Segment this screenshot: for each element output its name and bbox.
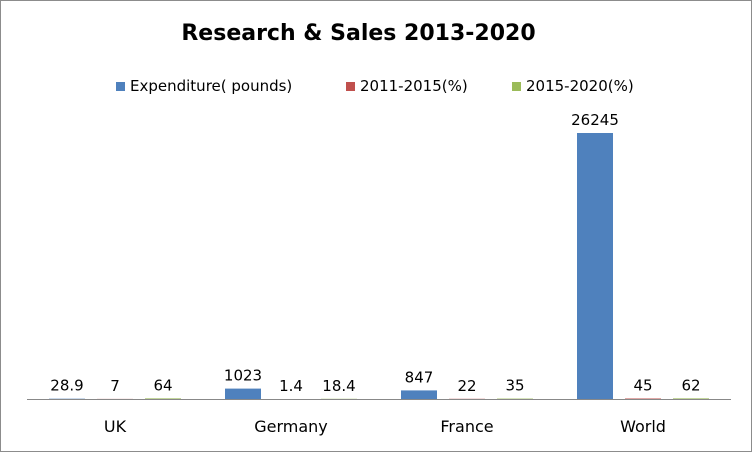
data-label-world-series-0: 26245 [571,111,619,129]
data-label-france-series-2: 35 [505,377,524,395]
data-label-world-series-1: 45 [633,377,652,395]
category-label-france: France [440,417,493,436]
bar-uk-series-2 [145,398,181,399]
bar-world-series-0 [577,133,613,399]
data-label-germany-series-1: 1.4 [279,377,303,395]
bar-germany-series-0 [225,389,261,399]
category-label-uk: UK [104,417,127,436]
data-label-germany-series-0: 1023 [224,367,262,385]
category-label-world: World [620,417,666,436]
category-label-germany: Germany [254,417,328,436]
data-label-france-series-1: 22 [457,377,476,395]
bar-france-series-0 [401,390,437,399]
data-label-uk-series-1: 7 [110,377,120,395]
data-label-world-series-2: 62 [681,376,700,394]
data-label-uk-series-0: 28.9 [50,377,83,395]
data-label-uk-series-2: 64 [153,376,172,394]
bar-world-series-2 [673,398,709,399]
data-label-france-series-0: 847 [405,368,434,386]
bar-world-series-1 [625,399,661,400]
data-label-germany-series-2: 18.4 [322,377,355,395]
